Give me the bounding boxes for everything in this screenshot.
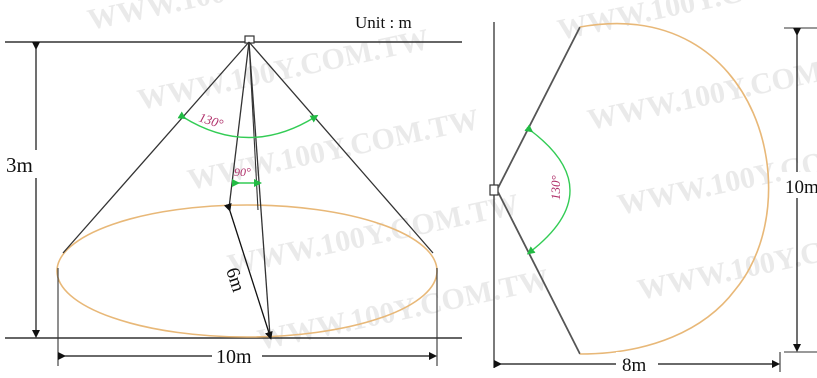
outer-angle-label: 130°: [197, 110, 225, 132]
width-label: 8m: [622, 355, 647, 376]
watermark-text: WWW.100Y.COM.TW: [135, 23, 432, 117]
width-label: 10m: [216, 346, 252, 368]
coverage-edge-lower: [497, 191, 581, 355]
angle-label: 130°: [548, 175, 563, 200]
watermark-text: WWW.100Y.COM.TW: [635, 213, 817, 307]
cone-edge-left: [62, 41, 250, 254]
unit-label: Unit : m: [355, 13, 412, 32]
height-label: 10m: [785, 177, 817, 198]
watermark-text: WWW.100Y.COM.TW: [185, 103, 482, 197]
radius-line: [223, 202, 273, 340]
coverage-boundary-arc: [579, 22, 770, 355]
inner-angle-label: 90°: [234, 165, 251, 179]
watermark-text: WWW.100Y.COM.TW: [85, 0, 382, 37]
height-label: 3m: [6, 153, 33, 177]
watermark-text: WWW.100Y.COM.TW: [585, 43, 817, 137]
watermark-text: WWW.100Y.COM.TW: [225, 188, 522, 282]
top-view: 130° 10m 8m: [489, 22, 817, 376]
sensor-icon: [489, 184, 499, 196]
angle-arc: [524, 124, 571, 255]
watermark-text: WWW.100Y.COM.TW: [255, 263, 552, 357]
cone-edge-right: [248, 41, 434, 254]
side-view: 130° 90° 6m 3m 10m Unit : m: [2, 13, 462, 368]
outer-angle-arc: [177, 111, 319, 139]
coverage-edge-upper: [497, 26, 581, 189]
